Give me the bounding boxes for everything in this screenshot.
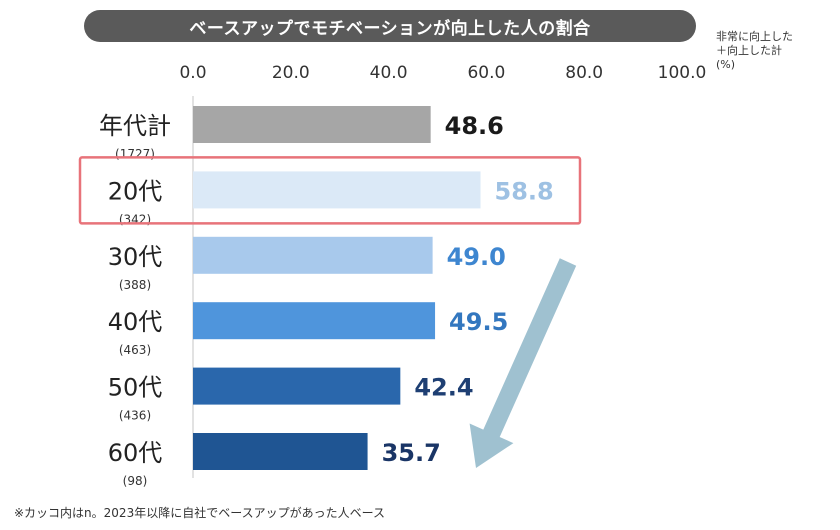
value-label: 35.7 — [382, 439, 441, 467]
value-label: 49.0 — [447, 243, 506, 271]
bar-6 — [193, 433, 368, 470]
bar-4 — [193, 302, 436, 340]
unit-note: 非常に向上した ＋向上した計 (%) — [716, 30, 793, 71]
category-label: 40代 — [108, 308, 163, 336]
sample-size-label: (388) — [119, 278, 151, 292]
category-label: 50代 — [108, 374, 163, 402]
bar-3 — [193, 236, 433, 274]
value-label: 42.4 — [414, 374, 473, 402]
trend-arrow-icon — [469, 258, 577, 468]
bar-1 — [193, 106, 431, 143]
category-label: 60代 — [108, 439, 163, 467]
category-label: 年代計 — [99, 112, 171, 140]
sample-size-label: (1727) — [115, 147, 155, 161]
x-tick-label: 100.0 — [658, 63, 707, 83]
x-tick-label: 0.0 — [179, 63, 206, 83]
value-label: 58.8 — [495, 177, 554, 205]
bar-2 — [193, 171, 481, 209]
sample-size-label: (463) — [119, 343, 151, 357]
x-tick-label: 40.0 — [370, 63, 408, 83]
footnote: ※カッコ内はn。2023年以降に自社でベースアップがあった人ベース — [14, 506, 386, 520]
value-label: 49.5 — [449, 308, 508, 336]
x-tick-label: 60.0 — [467, 63, 505, 83]
value-label: 48.6 — [445, 112, 504, 140]
x-tick-label: 80.0 — [565, 63, 603, 83]
x-tick-label: 20.0 — [272, 63, 310, 83]
category-label: 30代 — [108, 243, 163, 271]
bar-5 — [193, 367, 401, 405]
sample-size-label: (98) — [123, 474, 148, 488]
highlight-box — [78, 156, 582, 225]
category-label: 20代 — [108, 177, 163, 205]
chart-title: ベースアップでモチベーションが向上した人の割合 — [84, 10, 696, 42]
sample-size-label: (436) — [119, 409, 151, 423]
